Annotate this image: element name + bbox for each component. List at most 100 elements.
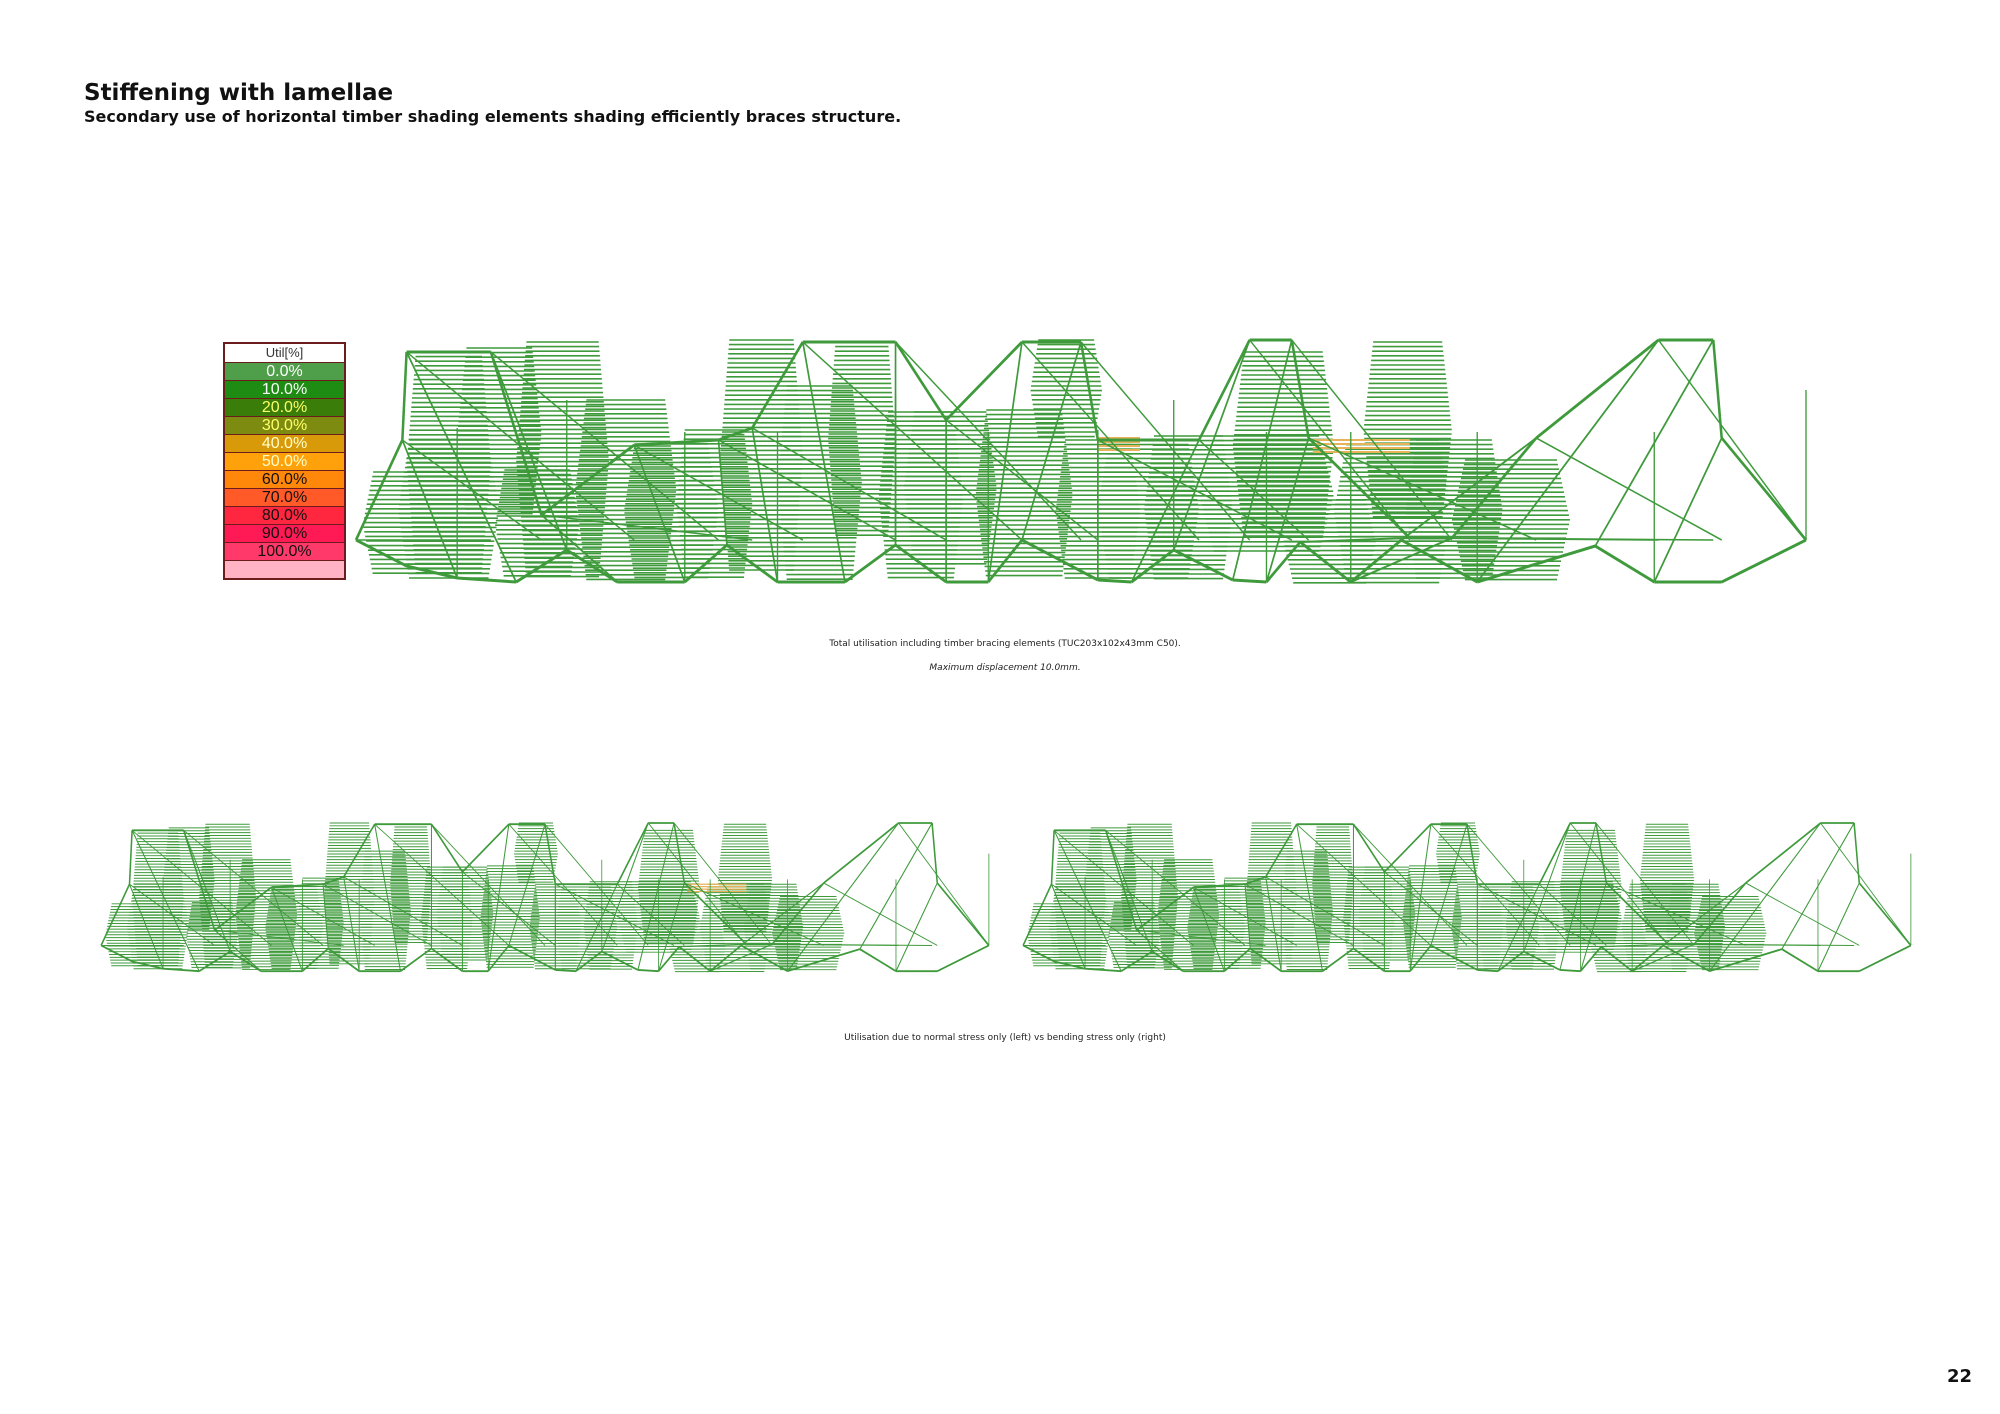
- legend-swatch: 20.0%: [225, 398, 344, 416]
- frame-member: [931, 822, 939, 884]
- frame-member: [163, 967, 200, 973]
- bracing-member: [1244, 883, 1354, 946]
- frame-member: [1383, 823, 1432, 873]
- frame-member: [1535, 338, 1660, 440]
- bracing-member: [647, 822, 747, 946]
- frame-member: [1858, 882, 1912, 947]
- frame-member: [1173, 548, 1234, 582]
- bracing-member: [541, 514, 753, 541]
- structure-bending-stress: [1022, 822, 1912, 973]
- frame-member: [343, 823, 376, 878]
- frame-member: [1130, 548, 1175, 584]
- frame-member: [1021, 538, 1099, 582]
- bracing-member: [1523, 822, 1571, 952]
- bracing-member: [1053, 830, 1122, 972]
- frame-member: [487, 944, 510, 972]
- frame-member: [751, 341, 804, 429]
- bracing-member: [214, 929, 344, 946]
- frame-member: [1299, 540, 1352, 584]
- bracing-member: [1709, 822, 1821, 972]
- frame-member: [709, 944, 742, 972]
- bracing-member: [406, 351, 635, 541]
- bracing-member: [1130, 439, 1200, 583]
- bracing-member: [751, 427, 947, 541]
- frame-member: [575, 950, 603, 972]
- frame-member: [601, 950, 639, 971]
- bracing-member: [1653, 437, 1723, 583]
- bracing-member: [1569, 822, 1669, 946]
- bracing-member: [1384, 871, 1478, 946]
- bracing-member: [1430, 823, 1540, 946]
- caption-max-displacement: Maximum displacement 10.0mm.: [929, 663, 1081, 673]
- frame-member: [1451, 436, 1538, 540]
- frame-member: [1594, 544, 1655, 584]
- bracing-member: [1231, 339, 1293, 581]
- bracing-member: [540, 514, 618, 583]
- utilisation-legend: Util[%] 0.0% 10.0% 20.0% 30.0% 40.0% 50.…: [223, 342, 346, 580]
- frame-member: [322, 875, 344, 886]
- legend-header: Util[%]: [225, 344, 344, 362]
- frame-member: [1409, 944, 1432, 972]
- frame-member: [1693, 882, 1747, 945]
- bracing-member: [1721, 539, 1807, 583]
- frame-member: [718, 426, 753, 442]
- frame-member: [1053, 960, 1086, 970]
- bracing-member: [355, 539, 407, 567]
- bracing-member: [1022, 944, 1055, 962]
- caption-total-utilisation: Total utilisation including timber braci…: [829, 639, 1181, 649]
- bracing-member: [1694, 943, 1855, 946]
- frame-member: [271, 883, 324, 889]
- bracing-member: [214, 929, 262, 972]
- frame-member: [658, 946, 680, 972]
- frame-member: [634, 438, 719, 447]
- frame-member: [1709, 948, 1783, 973]
- bracing-member: [1051, 883, 1086, 969]
- bracing-member: [751, 427, 779, 583]
- bracing-member: [717, 439, 728, 546]
- bracing-member: [131, 830, 200, 972]
- frame-member: [945, 340, 1023, 422]
- bracing-member: [1606, 882, 1746, 946]
- bracing-member: [1400, 437, 1537, 541]
- frame-member: [1400, 538, 1478, 584]
- bracing-member: [1296, 823, 1432, 946]
- bracing-member: [1535, 437, 1722, 541]
- bracing-member: [270, 887, 303, 972]
- frame-member: [400, 947, 432, 972]
- bracing-member: [1265, 876, 1385, 946]
- bracing-member: [1580, 882, 1607, 972]
- frame-member: [1193, 883, 1246, 889]
- bracing-member: [1053, 829, 1194, 946]
- frame-member: [100, 883, 131, 946]
- caption-stress-comparison: Utilisation due to normal stress only (l…: [844, 1033, 1166, 1043]
- bracing-member: [544, 823, 649, 946]
- frame-member: [1538, 822, 1571, 885]
- bracing-member: [1105, 829, 1246, 946]
- frame-member: [401, 351, 408, 441]
- frame-member: [1497, 950, 1525, 972]
- frame-member: [1290, 339, 1310, 439]
- bracing-member: [508, 824, 546, 946]
- bracing-member: [1820, 822, 1912, 946]
- bracing-member: [343, 876, 463, 946]
- frame-member: [673, 822, 686, 884]
- frame-member: [1050, 830, 1055, 885]
- bracing-member: [1466, 823, 1571, 946]
- bracing-member: [1409, 824, 1432, 972]
- page-title: Stiffening with lamellae: [84, 80, 394, 106]
- bracing-member: [1350, 537, 1453, 583]
- bracing-member: [1198, 439, 1310, 541]
- frame-member: [1712, 339, 1723, 439]
- frame-member: [683, 882, 747, 945]
- frame-member: [1249, 947, 1282, 972]
- frame-member: [1745, 822, 1821, 884]
- legend-swatch: 10.0%: [225, 380, 344, 398]
- frame-member: [936, 882, 990, 947]
- bracing-member: [1595, 822, 1695, 946]
- bracing-member: [895, 882, 938, 972]
- legend-swatch: 50.0%: [225, 452, 344, 470]
- page-number: 22: [1946, 1366, 1972, 1387]
- frame-member: [987, 538, 1023, 584]
- frame-member: [1151, 950, 1184, 972]
- frame-member: [1662, 944, 1710, 972]
